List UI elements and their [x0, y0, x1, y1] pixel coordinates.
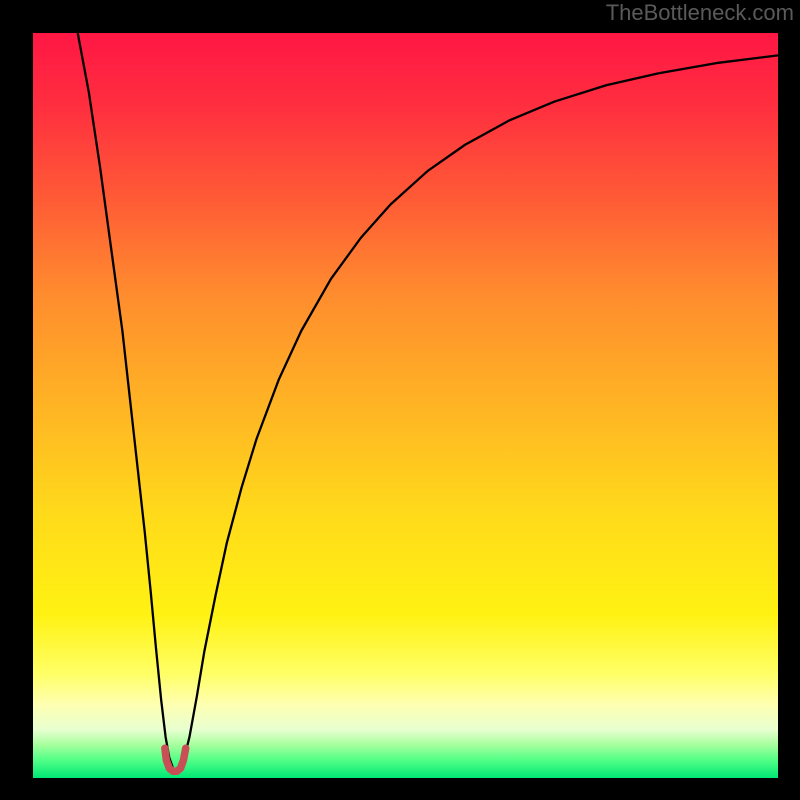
bottleneck-chart: [0, 0, 800, 800]
chart-container: TheBottleneck.com: [0, 0, 800, 800]
plot-area: [33, 33, 778, 778]
watermark-text: TheBottleneck.com: [606, 0, 794, 26]
